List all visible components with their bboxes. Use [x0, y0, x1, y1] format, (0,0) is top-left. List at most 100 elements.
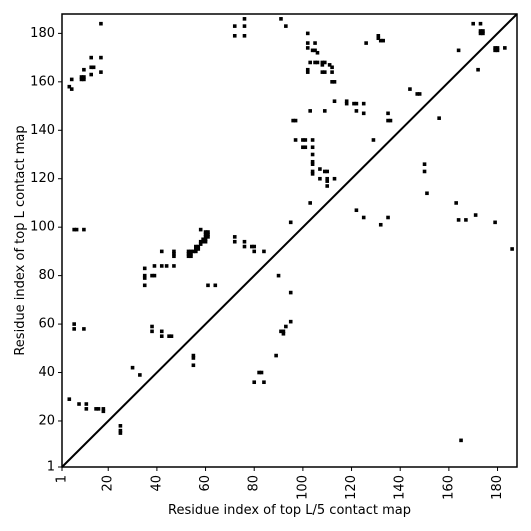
contact-point: [327, 63, 332, 67]
contact-point: [473, 213, 478, 217]
contact-point: [313, 48, 317, 53]
contact-point: [481, 31, 485, 36]
contact-point: [456, 218, 461, 222]
contact-point: [186, 254, 191, 259]
y-tick-label: 40: [38, 365, 55, 380]
contact-point: [172, 264, 176, 268]
contact-point: [201, 237, 205, 242]
contact-point: [159, 264, 164, 268]
contact-point: [364, 41, 368, 45]
y-tick-label: 120: [30, 171, 55, 186]
contact-point: [464, 218, 468, 222]
contact-point: [262, 249, 266, 254]
contact-point: [89, 65, 93, 70]
contact-point: [232, 34, 237, 38]
contact-point: [91, 65, 96, 70]
y-tick-label: 180: [30, 26, 55, 41]
contact-point: [408, 87, 412, 91]
contact-point: [422, 162, 427, 166]
contact-point: [332, 99, 337, 104]
contact-point: [301, 138, 305, 142]
contact-point: [386, 215, 390, 220]
contact-point: [330, 80, 334, 84]
contact-point: [242, 244, 247, 249]
contact-point: [279, 329, 283, 334]
contact-point: [72, 227, 76, 232]
y-tick-label: 140: [30, 123, 55, 138]
contact-point: [481, 29, 485, 33]
contact-point: [259, 370, 264, 375]
contact-point: [305, 31, 310, 36]
contact-point: [493, 48, 497, 53]
x-tick-label: 20: [101, 475, 116, 492]
y-tick-label: 160: [30, 74, 55, 89]
contact-point: [67, 397, 72, 401]
contact-point: [310, 48, 315, 53]
contact-point: [313, 41, 317, 45]
contact-point: [252, 244, 257, 249]
contact-point: [425, 191, 429, 196]
contact-point: [459, 438, 463, 443]
contact-point: [291, 118, 295, 123]
contact-point: [82, 227, 86, 232]
contact-point: [354, 101, 359, 106]
contact-point: [189, 254, 193, 259]
contact-point: [206, 283, 210, 288]
contact-point: [352, 101, 356, 106]
contact-point: [318, 176, 322, 181]
contact-point: [89, 55, 93, 60]
contact-point: [99, 55, 103, 60]
contact-point: [201, 239, 205, 244]
contact-point: [191, 249, 196, 254]
contact-point: [186, 249, 191, 254]
contact-point: [415, 92, 420, 96]
contact-point: [77, 402, 81, 406]
contact-point: [198, 239, 203, 244]
contact-point: [79, 77, 84, 82]
contact-point: [203, 237, 208, 242]
contact-point: [67, 84, 72, 89]
contact-point: [203, 235, 208, 239]
contact-point: [242, 24, 247, 28]
contact-point: [159, 249, 164, 254]
y-axis-label: Residue index of top L contact map: [13, 125, 28, 355]
contact-point: [388, 118, 393, 123]
contact-point: [89, 72, 93, 77]
contact-point: [150, 273, 154, 278]
contact-point: [279, 17, 283, 21]
contact-point: [74, 227, 79, 232]
contact-point: [167, 334, 171, 338]
contact-point: [99, 21, 103, 26]
contact-point: [288, 290, 293, 295]
contact-point: [305, 41, 310, 45]
contact-point: [325, 184, 330, 188]
contact-point: [142, 276, 147, 280]
contact-point: [478, 21, 483, 26]
contact-point: [354, 109, 359, 113]
contact-point: [344, 99, 349, 104]
contact-point: [198, 242, 203, 246]
contact-point: [493, 220, 497, 225]
contact-point: [288, 319, 293, 324]
contact-point: [232, 24, 237, 28]
contact-point: [422, 169, 427, 174]
contact-point: [301, 145, 305, 150]
contact-point: [361, 111, 366, 116]
contact-point: [69, 87, 74, 91]
contact-point: [198, 227, 203, 232]
contact-point: [186, 252, 191, 256]
contact-point: [152, 273, 157, 278]
contact-point: [320, 63, 325, 67]
contact-point: [310, 162, 315, 166]
contact-point: [194, 244, 198, 249]
contact-point: [376, 36, 381, 41]
contact-point: [386, 111, 390, 116]
contact-point: [308, 109, 312, 113]
contact-point: [371, 138, 376, 142]
x-tick-label: 180: [490, 475, 505, 500]
contact-point: [196, 247, 201, 251]
contact-point: [493, 46, 497, 50]
contact-point: [315, 60, 320, 65]
contact-point: [191, 363, 196, 368]
